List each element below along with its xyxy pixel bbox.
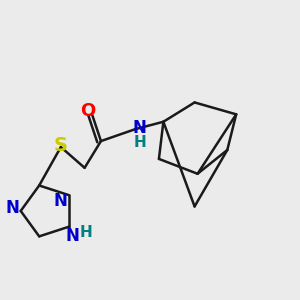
Text: H: H [80,225,93,240]
Text: N: N [5,199,19,217]
Text: N: N [54,192,68,210]
Text: S: S [53,136,67,155]
Text: H: H [133,135,146,150]
Text: N: N [133,119,146,137]
Text: O: O [80,102,95,120]
Text: N: N [65,226,79,244]
